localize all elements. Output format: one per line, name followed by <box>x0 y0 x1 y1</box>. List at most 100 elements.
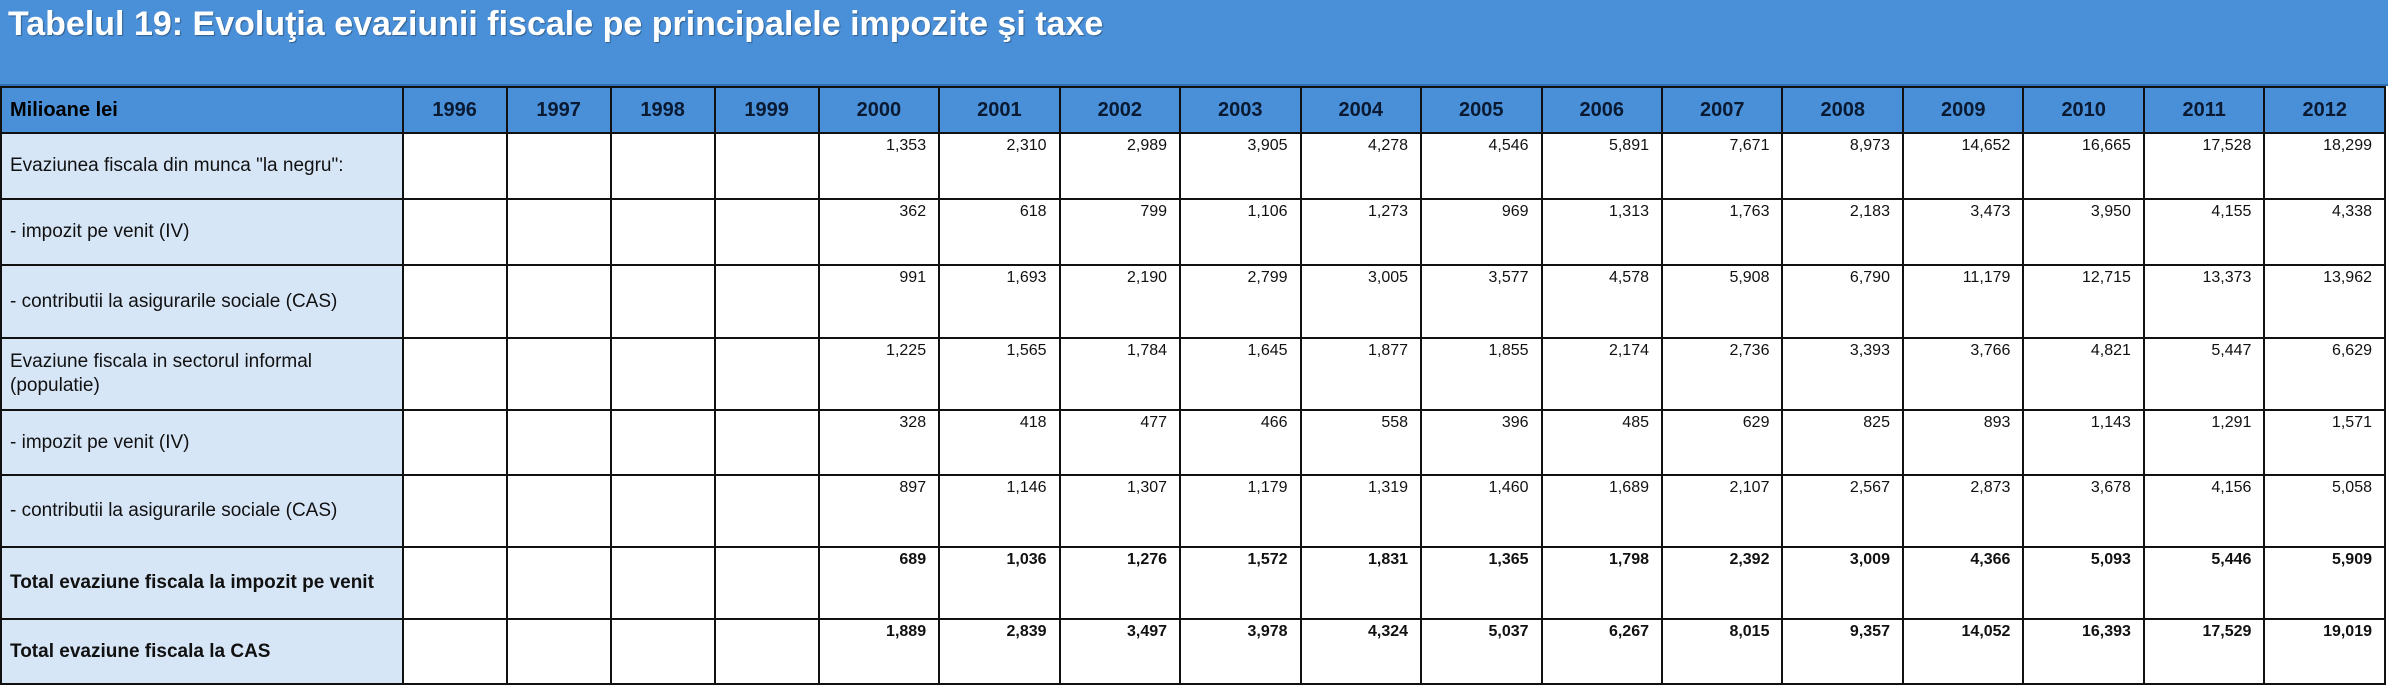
table-cell: 477 <box>1058 409 1182 476</box>
table-cell: 418 <box>938 409 1061 476</box>
table-cell: 1,307 <box>1058 474 1182 548</box>
table-cell: 1,645 <box>1179 337 1302 411</box>
table-cell: 4,324 <box>1299 618 1423 685</box>
table-cell: 14,652 <box>1901 132 2025 200</box>
header-year: 2001 <box>938 86 1061 134</box>
table-cell <box>505 546 612 620</box>
table-cell: 3,497 <box>1058 618 1182 685</box>
table-cell: 1,179 <box>1179 474 1302 548</box>
table-title: Tabelul 19: Evoluţia evaziunii fiscale p… <box>0 0 2388 86</box>
table-cell <box>505 409 612 476</box>
table-row: Total evaziune fiscala la CAS 1,889 2,839 3… <box>0 618 2386 685</box>
table-cell: 1,571 <box>2263 409 2386 476</box>
table-cell: 1,689 <box>1540 474 1664 548</box>
table-cell: 5,891 <box>1540 132 1664 200</box>
table-cell <box>609 474 716 548</box>
table-cell: 9,357 <box>1781 618 1904 685</box>
table-cell <box>713 198 820 266</box>
table-cell: 4,546 <box>1420 132 1543 200</box>
table-cell: 2,174 <box>1540 337 1664 411</box>
table-cell: 1,831 <box>1299 546 1423 620</box>
table-cell: 6,267 <box>1540 618 1664 685</box>
table-cell: 16,393 <box>2022 618 2145 685</box>
table-row: Evaziunea fiscala din munca "la negru": 1… <box>0 132 2386 200</box>
table-cell: 1,353 <box>817 132 941 200</box>
table-cell: 558 <box>1299 409 1423 476</box>
table-cell <box>609 132 716 200</box>
table-cell: 969 <box>1420 198 1543 266</box>
table-cell: 1,763 <box>1660 198 1784 266</box>
table-cell: 893 <box>1901 409 2025 476</box>
table-cell: 1,273 <box>1299 198 1423 266</box>
table-cell: 897 <box>817 474 941 548</box>
table-cell: 3,393 <box>1781 337 1904 411</box>
table-cell <box>713 264 820 339</box>
table-cell: 2,736 <box>1660 337 1784 411</box>
table-row: - impozit pe venit (IV) 362 618 799 1,106 1,2… <box>0 198 2386 266</box>
table-cell: 3,678 <box>2022 474 2145 548</box>
header-year: 2005 <box>1420 86 1543 134</box>
table-cell: 2,310 <box>938 132 1061 200</box>
table-cell: 2,183 <box>1781 198 1904 266</box>
row-label: Total evaziune fiscala la impozit pe ven… <box>0 546 404 620</box>
table-row: Total evaziune fiscala la impozit pe ven… <box>0 546 2386 620</box>
table-cell: 629 <box>1660 409 1784 476</box>
table-cell: 1,784 <box>1058 337 1182 411</box>
table-cell: 4,156 <box>2142 474 2266 548</box>
table-cell: 3,766 <box>1901 337 2025 411</box>
table-cell <box>401 618 508 685</box>
table-cell: 6,629 <box>2263 337 2386 411</box>
table-cell: 1,276 <box>1058 546 1182 620</box>
table-cell: 396 <box>1420 409 1543 476</box>
fiscal-evasion-table: Milioane lei 1996 1997 1998 1999 2000 2001 200… <box>0 86 2386 685</box>
header-year: 1998 <box>609 86 716 134</box>
table-cell <box>609 618 716 685</box>
table-cell: 5,058 <box>2263 474 2386 548</box>
table-cell: 2,567 <box>1781 474 1904 548</box>
table-cell <box>609 337 716 411</box>
table-cell: 362 <box>817 198 941 266</box>
table-cell: 4,155 <box>2142 198 2266 266</box>
table-cell <box>401 546 508 620</box>
table-cell: 3,978 <box>1179 618 1302 685</box>
table-cell <box>713 337 820 411</box>
table-cell: 1,460 <box>1420 474 1543 548</box>
table-cell: 4,278 <box>1299 132 1423 200</box>
table-row: - impozit pe venit (IV) 328 418 477 466 558 39… <box>0 409 2386 476</box>
table-cell: 1,143 <box>2022 409 2145 476</box>
header-year: 2012 <box>2263 86 2386 134</box>
table-cell: 4,338 <box>2263 198 2386 266</box>
table-cell: 1,225 <box>817 337 941 411</box>
table-cell: 618 <box>938 198 1061 266</box>
table-cell <box>505 132 612 200</box>
table-cell <box>713 132 820 200</box>
table-cell: 7,671 <box>1660 132 1784 200</box>
table-cell: 1,106 <box>1179 198 1302 266</box>
header-year: 2009 <box>1901 86 2025 134</box>
table-cell: 5,908 <box>1660 264 1784 339</box>
table-cell <box>609 198 716 266</box>
table-cell <box>609 409 716 476</box>
header-year: 2007 <box>1660 86 1784 134</box>
table-cell: 3,473 <box>1901 198 2025 266</box>
table-cell: 19,019 <box>2263 618 2386 685</box>
row-label: Evaziunea fiscala din munca "la negru": <box>0 132 404 200</box>
table-cell: 1,855 <box>1420 337 1543 411</box>
table-cell <box>401 474 508 548</box>
table-row: - contributii la asigurarile sociale (CA… <box>0 474 2386 548</box>
table-cell: 2,190 <box>1058 264 1182 339</box>
table-cell <box>713 474 820 548</box>
table-cell: 17,528 <box>2142 132 2266 200</box>
table-cell: 12,715 <box>2022 264 2145 339</box>
table-cell: 3,005 <box>1299 264 1423 339</box>
table-cell: 3,905 <box>1179 132 1302 200</box>
header-label: Milioane lei <box>0 86 404 134</box>
table-cell: 2,799 <box>1179 264 1302 339</box>
table-cell: 1,365 <box>1420 546 1543 620</box>
table-row: - contributii la asigurarile sociale (CA… <box>0 264 2386 339</box>
row-label: Evaziune fiscala in sectorul informal (p… <box>0 337 404 411</box>
table-cell: 5,446 <box>2142 546 2266 620</box>
table-cell: 1,572 <box>1179 546 1302 620</box>
table-cell <box>609 546 716 620</box>
table-cell <box>401 337 508 411</box>
